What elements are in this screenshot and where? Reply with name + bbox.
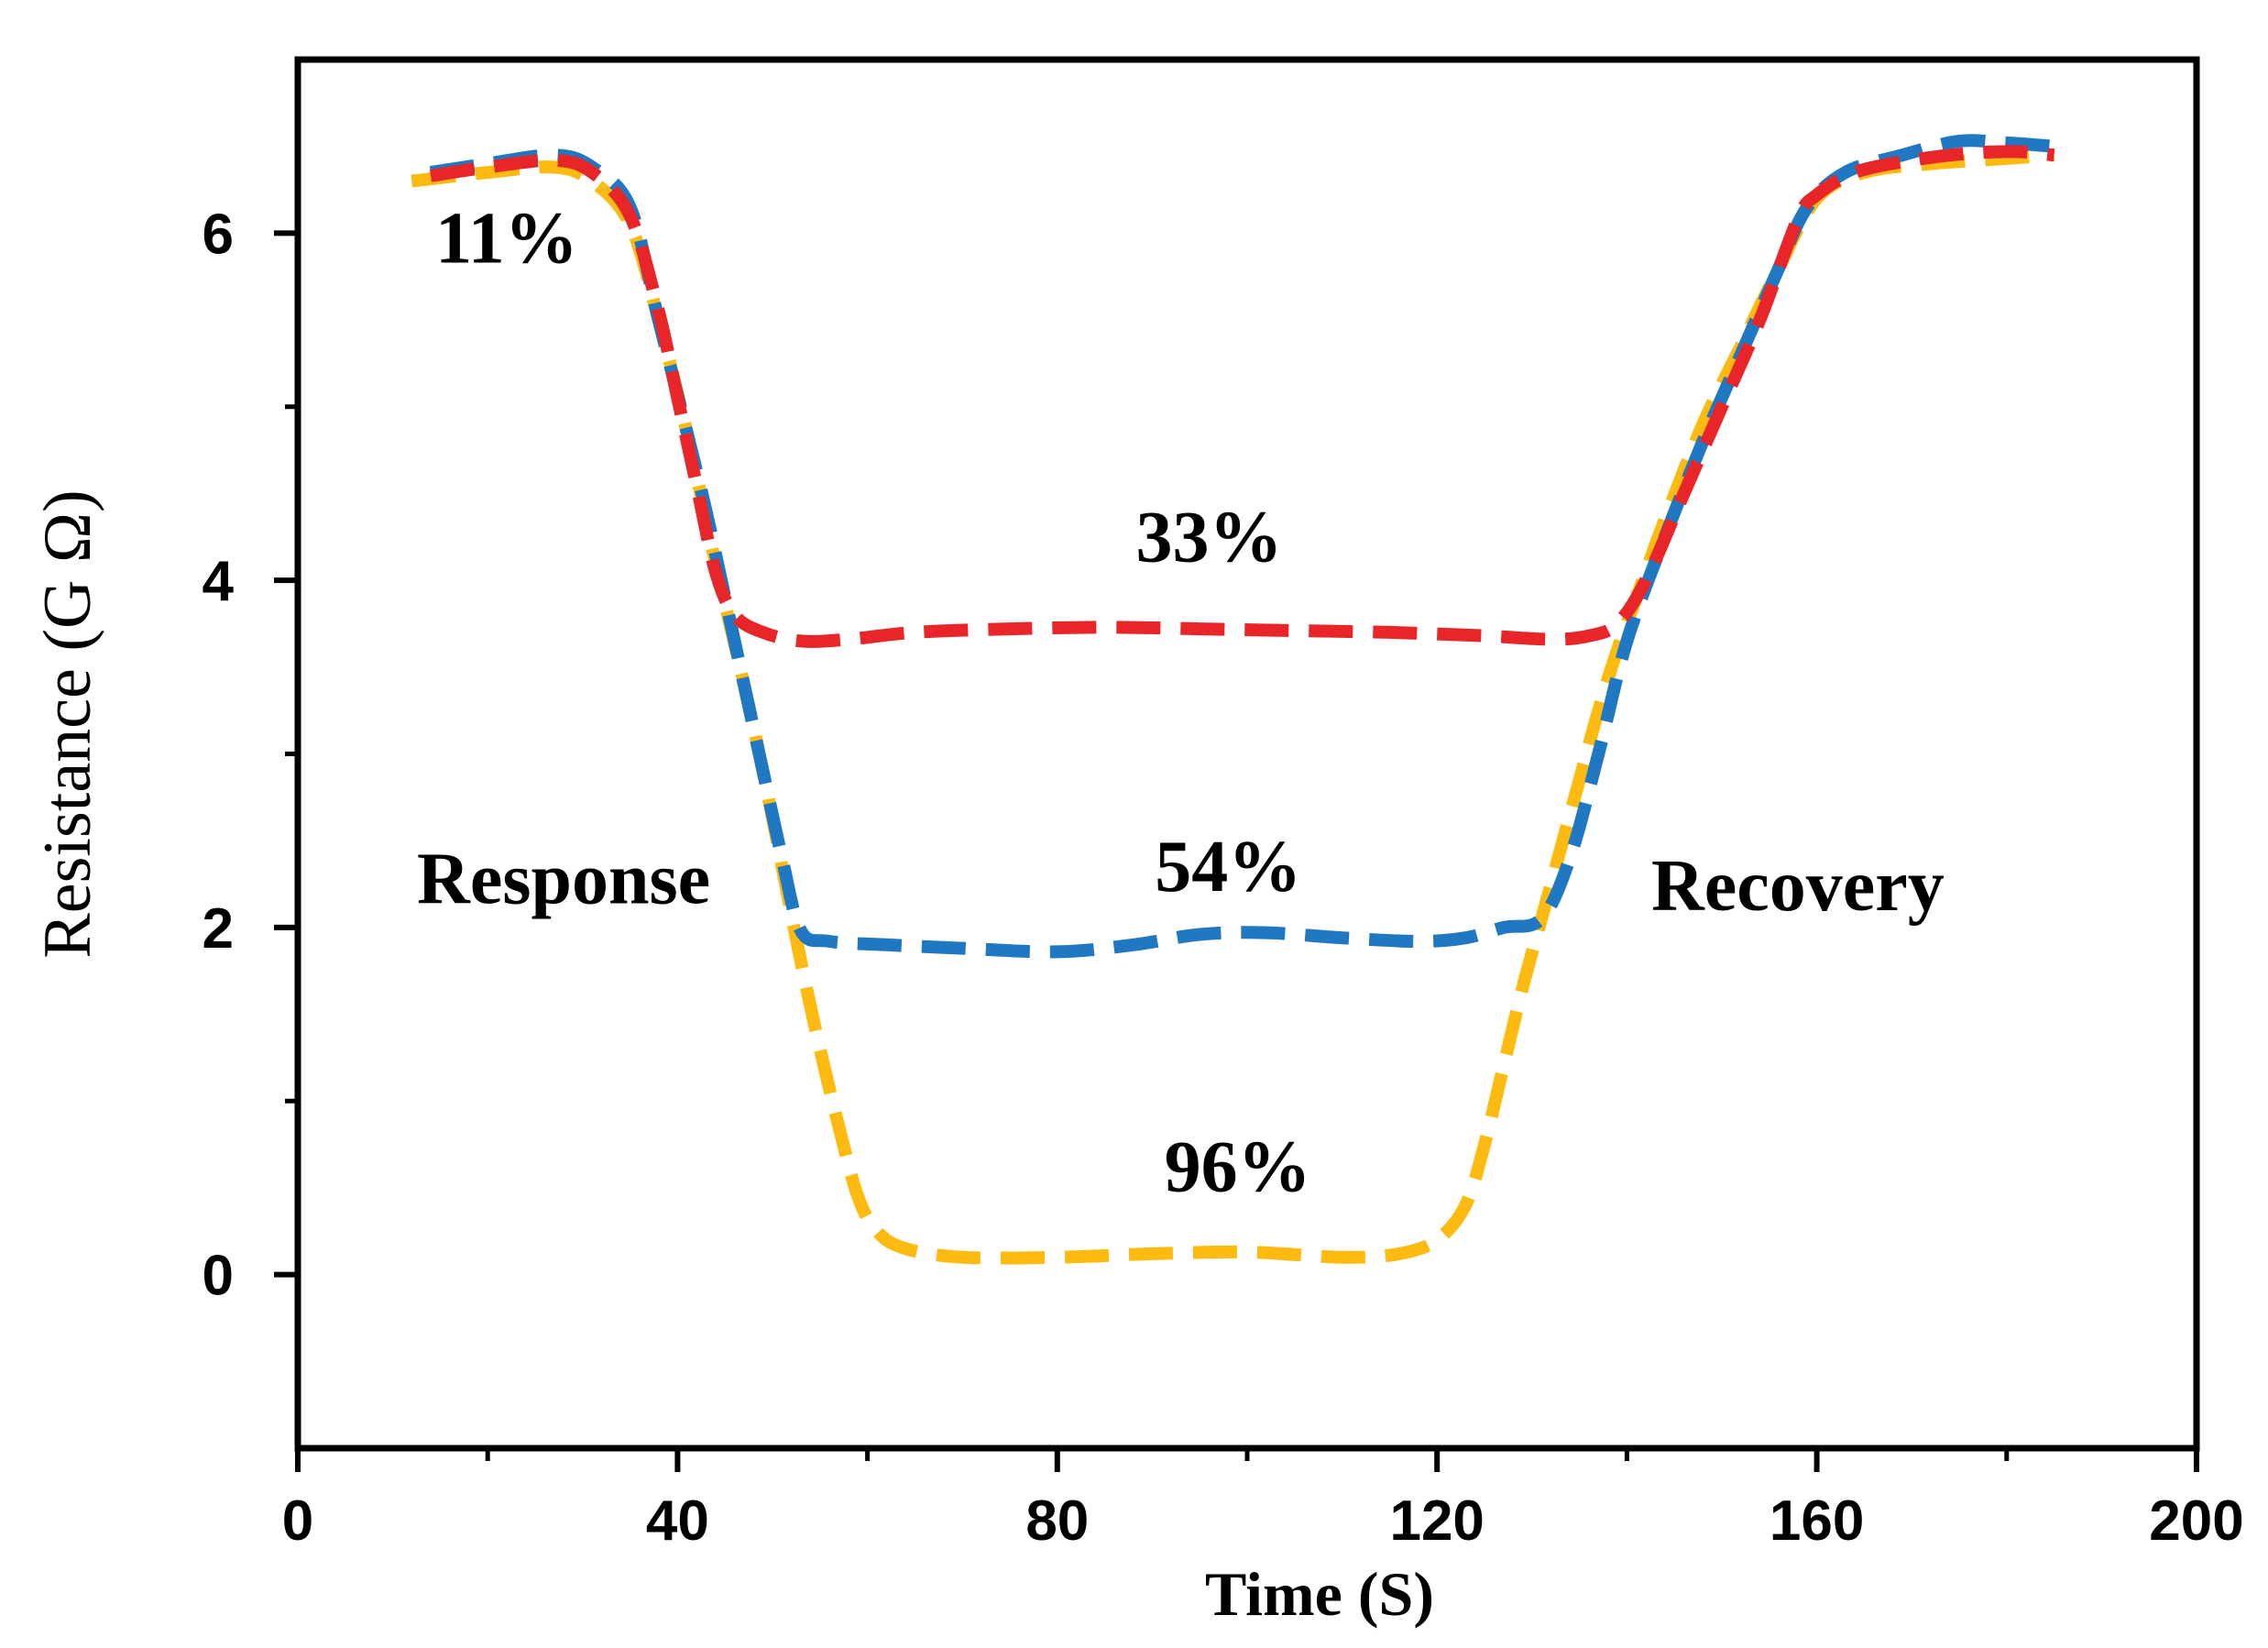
annotation-33pct: 33% bbox=[1136, 497, 1283, 577]
y-axis-title: Resistance (G Ω) bbox=[30, 489, 105, 958]
x-tick-label-40: 40 bbox=[646, 1489, 709, 1553]
x-tick-label-200: 200 bbox=[2149, 1489, 2243, 1553]
annotations: 11% 33% 54% 96% Response Recovery bbox=[417, 199, 1945, 1208]
annotation-recovery: Recovery bbox=[1651, 846, 1945, 927]
tick-labels: 0 40 80 120 160 200 0 2 4 6 bbox=[203, 203, 2244, 1553]
annotation-11pct: 11% bbox=[435, 199, 578, 280]
annotation-54pct: 54% bbox=[1155, 827, 1301, 907]
x-tick-label-80: 80 bbox=[1025, 1489, 1089, 1553]
annotation-96pct: 96% bbox=[1165, 1127, 1311, 1208]
x-tick-label-160: 160 bbox=[1769, 1489, 1864, 1553]
series-lines bbox=[411, 134, 2055, 1265]
y-tick-label-4: 4 bbox=[203, 550, 235, 613]
y-tick-label-0: 0 bbox=[203, 1245, 234, 1308]
x-axis-title: Time (S) bbox=[1205, 1559, 1434, 1629]
x-tick-label-0: 0 bbox=[282, 1489, 313, 1553]
annotation-response: Response bbox=[417, 839, 710, 919]
x-tick-label-120: 120 bbox=[1389, 1489, 1484, 1553]
y-tick-label-2: 2 bbox=[203, 897, 234, 961]
series-line-33pct bbox=[429, 145, 2055, 648]
y-tick-label-6: 6 bbox=[203, 203, 234, 266]
plot-frame bbox=[294, 56, 2200, 1452]
